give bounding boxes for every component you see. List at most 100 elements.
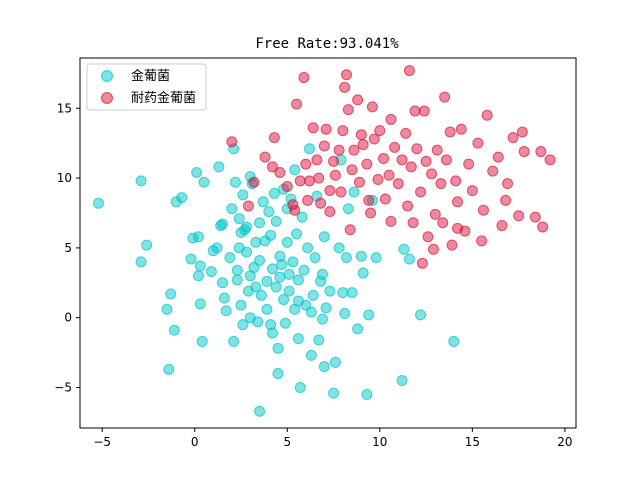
data-point-series-1 [265, 229, 277, 241]
data-point-series-1 [231, 274, 243, 286]
data-point-series-2 [407, 217, 419, 229]
data-point-series-1 [254, 254, 266, 266]
data-point-series-2 [324, 206, 336, 218]
data-point-series-1 [305, 349, 317, 361]
data-point-series-1 [250, 236, 262, 248]
data-point-series-1 [141, 239, 153, 251]
data-point-series-1 [185, 253, 197, 265]
data-point-series-1 [324, 285, 336, 297]
data-point-series-2 [487, 165, 499, 177]
y-tick-label: 0 [64, 311, 72, 325]
data-point-series-2 [472, 137, 484, 149]
data-point-series-1 [244, 270, 256, 282]
data-point-series-2 [339, 81, 351, 93]
data-point-series-2 [281, 180, 293, 192]
data-point-series-2 [324, 185, 336, 197]
data-point-series-1 [294, 382, 306, 394]
data-point-series-1 [272, 342, 284, 354]
data-point-series-1 [287, 256, 299, 268]
data-point-series-2 [313, 172, 325, 184]
data-point-series-2 [374, 125, 386, 137]
data-point-series-1 [168, 324, 180, 336]
data-point-series-2 [405, 161, 417, 173]
data-point-series-1 [237, 319, 249, 331]
data-point-series-1 [135, 256, 147, 268]
data-point-series-1 [292, 274, 304, 286]
legend-label-s1: 金葡菌 [131, 68, 170, 84]
data-point-series-2 [300, 158, 312, 170]
data-point-series-1 [254, 217, 266, 229]
data-point-series-1 [255, 289, 267, 301]
y-tick-label: −5 [54, 381, 72, 395]
data-point-series-1 [303, 143, 315, 155]
data-point-series-1 [292, 333, 304, 345]
data-point-series-1 [268, 187, 280, 199]
data-point-series-2 [418, 105, 430, 117]
data-point-series-1 [196, 335, 208, 347]
data-point-series-1 [270, 281, 282, 293]
data-point-series-1 [415, 309, 427, 321]
data-point-series-2 [529, 211, 541, 223]
data-point-series-1 [192, 231, 204, 243]
data-point-series-2 [357, 139, 369, 151]
data-point-series-2 [392, 178, 404, 190]
data-point-series-1 [224, 252, 236, 264]
data-point-series-1 [283, 268, 295, 280]
data-point-series-2 [400, 127, 412, 139]
data-point-series-2 [259, 151, 271, 163]
x-tick-label: 0 [191, 435, 199, 449]
data-point-series-1 [396, 375, 408, 387]
data-point-series-2 [333, 144, 345, 156]
legend: 金葡菌 耐药金葡菌 [86, 63, 207, 111]
data-point-series-2 [544, 154, 556, 166]
data-point-series-2 [335, 186, 347, 198]
data-point-series-2 [361, 158, 373, 170]
data-point-series-1 [403, 253, 415, 265]
data-point-series-2 [315, 197, 327, 209]
data-point-series-2 [352, 94, 364, 106]
data-point-series-1 [254, 405, 266, 417]
data-point-series-2 [318, 140, 330, 152]
data-point-series-2 [516, 126, 528, 138]
data-point-series-1 [296, 211, 308, 223]
data-point-series-1 [361, 388, 373, 400]
data-point-series-2 [337, 125, 349, 137]
legend-marker-s1 [101, 70, 113, 82]
data-point-series-2 [435, 178, 447, 190]
data-point-series-1 [309, 252, 321, 264]
chart-title: Free Rate:93.041% [255, 36, 399, 52]
data-point-series-1 [337, 287, 349, 299]
plot-area-frame [79, 57, 577, 429]
data-point-series-2 [226, 136, 238, 148]
data-point-series-1 [357, 267, 369, 279]
data-point-series-2 [427, 243, 439, 255]
data-point-series-1 [316, 313, 328, 325]
data-point-series-2 [481, 109, 493, 121]
data-point-series-2 [344, 224, 356, 236]
data-point-series-2 [353, 176, 365, 188]
data-point-series-1 [281, 236, 293, 248]
data-point-series-1 [229, 176, 241, 188]
data-point-series-2 [291, 98, 303, 110]
data-point-series-1 [348, 186, 360, 198]
data-point-series-2 [348, 144, 360, 156]
legend-marker-s2 [101, 92, 113, 104]
data-point-series-2 [507, 132, 519, 144]
data-point-series-1 [163, 363, 175, 375]
data-point-series-2 [355, 129, 367, 141]
data-point-series-1 [279, 317, 291, 329]
data-point-series-2 [500, 194, 512, 206]
data-point-series-2 [302, 194, 314, 206]
data-point-series-1 [276, 259, 288, 271]
data-point-series-1 [93, 197, 105, 209]
data-point-series-1 [176, 192, 188, 204]
data-point-series-1 [320, 302, 332, 314]
data-point-series-1 [355, 250, 367, 262]
data-point-series-2 [422, 231, 434, 243]
y-tick-label: 15 [57, 101, 72, 115]
data-point-series-2 [248, 176, 260, 188]
data-point-series-1 [448, 335, 460, 347]
data-point-series-2 [378, 153, 390, 165]
data-point-series-1 [235, 299, 247, 311]
